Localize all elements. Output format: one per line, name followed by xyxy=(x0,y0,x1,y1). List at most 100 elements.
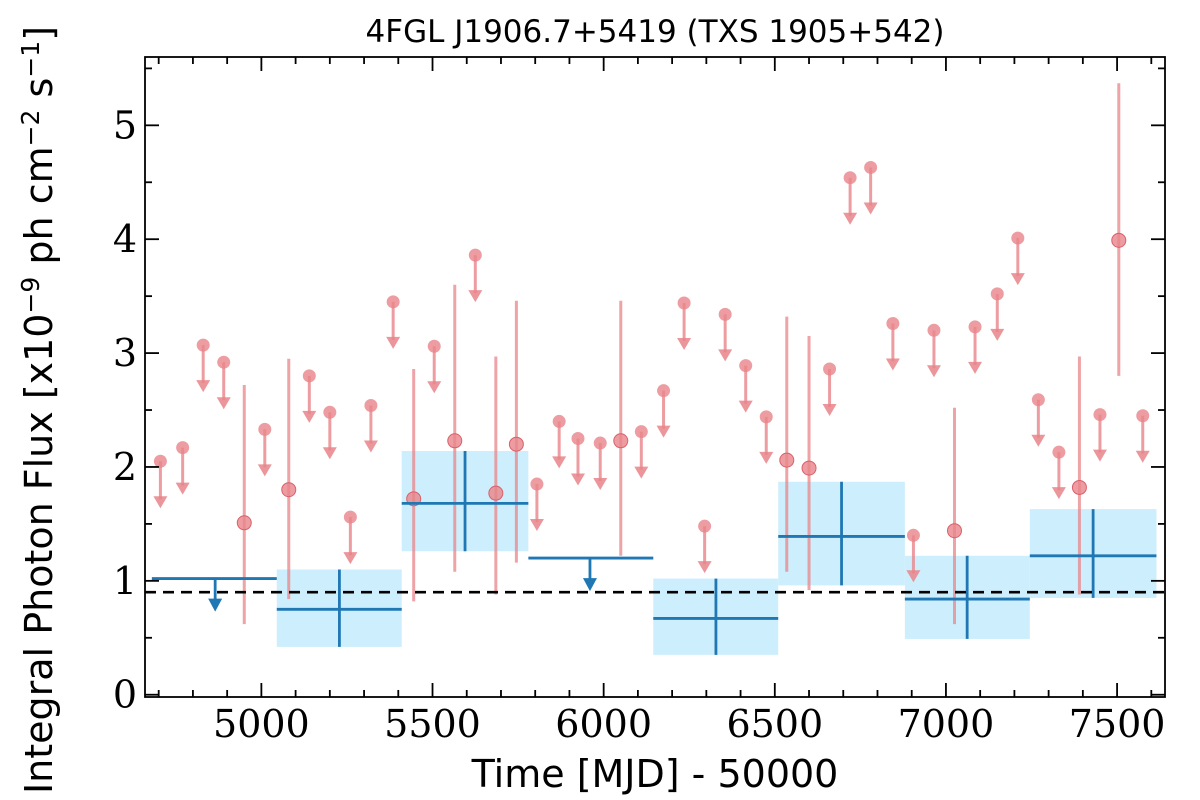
y-tick-label: 4 xyxy=(113,217,137,261)
chart-title: 4FGL J1906.7+5419 (TXS 1905+542) xyxy=(366,14,945,50)
fine-upper-limit-arrow xyxy=(990,328,1005,341)
fine-upper-limit-arrow xyxy=(677,337,692,350)
y-axis-title: Integral Photon Flux [x10−9 ph cm−2 s−1] xyxy=(16,26,61,794)
y-axis-title-units: ph cm xyxy=(17,146,61,276)
x-axis-title: Time [MJD] - 50000 xyxy=(471,752,839,796)
fine-detection-point xyxy=(1111,232,1127,248)
y-axis-title-units2: s xyxy=(17,78,61,110)
fine-upper-limit-point xyxy=(386,295,400,309)
fine-upper-limit-arrow xyxy=(552,456,567,469)
fine-upper-limit-arrow xyxy=(216,397,231,410)
fine-upper-limit-point xyxy=(1052,445,1066,459)
fine-upper-limit-arrow xyxy=(759,451,774,464)
fine-upper-limit-arrow xyxy=(593,478,608,491)
fine-detection-point xyxy=(236,515,252,531)
fine-upper-limit-point xyxy=(864,160,878,174)
fine-upper-limit-point xyxy=(677,296,691,310)
fine-upper-limit-arrow xyxy=(926,365,941,378)
fine-upper-limit-point xyxy=(1011,231,1025,245)
x-tick-label: 6000 xyxy=(555,702,652,746)
fine-upper-limit-point xyxy=(571,431,585,445)
fine-upper-limit-arrow xyxy=(656,425,671,438)
fine-upper-limit-arrow xyxy=(153,496,168,509)
fine-upper-limit-point xyxy=(990,287,1004,301)
fine-upper-limit-arrow xyxy=(529,519,544,532)
fine-upper-limit-point xyxy=(427,339,441,353)
plot-frame xyxy=(144,56,1166,698)
fine-detection-point xyxy=(1071,479,1087,495)
fine-detection-point xyxy=(447,433,463,449)
fine-detection-point xyxy=(508,436,524,452)
fine-upper-limit-point xyxy=(718,307,732,321)
coarse-upper-limit-arrow xyxy=(582,578,597,592)
fine-upper-limit-point xyxy=(468,248,482,262)
fine-detection-point xyxy=(946,523,962,539)
fine-upper-limit-point xyxy=(634,425,648,439)
axis-ticks xyxy=(145,57,1165,697)
fine-detection-point xyxy=(488,485,504,501)
fine-upper-limit-arrow xyxy=(738,400,753,413)
fine-upper-limit-arrow xyxy=(1010,273,1025,286)
fine-upper-limit-point xyxy=(153,454,167,468)
fine-upper-limit-arrow xyxy=(302,410,317,423)
coarse-upper-limit-arrow xyxy=(208,598,223,612)
fine-upper-limit-arrow xyxy=(885,358,900,371)
fine-upper-limit-point xyxy=(657,384,671,398)
fine-upper-limit-point xyxy=(823,362,837,376)
fine-detection-point xyxy=(779,452,795,468)
fine-upper-limit-arrow xyxy=(1092,449,1107,462)
fine-upper-limit-arrow xyxy=(718,349,733,362)
fine-upper-limit-arrow xyxy=(386,336,401,349)
fine-upper-limit-point xyxy=(343,510,357,524)
fine-bin-points xyxy=(153,83,1150,625)
fine-upper-limit-arrow xyxy=(343,552,358,565)
fine-detection-point xyxy=(801,460,817,476)
x-tick-label: 7000 xyxy=(898,702,995,746)
y-axis-title-main: Integral Photon Flux [x10 xyxy=(17,314,61,795)
fine-upper-limit-point xyxy=(927,323,941,337)
fine-upper-limit-point xyxy=(196,338,210,352)
fine-upper-limit-point xyxy=(176,441,190,455)
x-tick-label: 6500 xyxy=(726,702,823,746)
y-tick-label: 0 xyxy=(113,673,137,717)
fine-upper-limit-point xyxy=(698,519,712,533)
fine-upper-limit-arrow xyxy=(863,202,878,215)
y-axis-title-exp2: −2 xyxy=(16,110,45,147)
fine-upper-limit-arrow xyxy=(363,440,378,453)
fine-upper-limit-arrow xyxy=(822,404,837,417)
fine-upper-limit-arrow xyxy=(1031,434,1046,447)
fine-upper-limit-point xyxy=(530,477,544,491)
y-tick-label: 1 xyxy=(113,559,137,603)
fine-upper-limit-point xyxy=(759,410,773,424)
fine-upper-limit-arrow xyxy=(257,464,272,477)
fine-upper-limit-point xyxy=(258,422,272,436)
fine-upper-limit-point xyxy=(323,405,337,419)
fine-upper-limit-point xyxy=(1136,409,1150,423)
axis-tick-labels: 5000 5500 6000 6500 7000 7500 0 1 2 3 4 5 xyxy=(113,103,1166,746)
fine-upper-limit-arrow xyxy=(1135,450,1150,463)
fine-upper-limit-point xyxy=(886,316,900,330)
fine-upper-limit-arrow xyxy=(196,380,211,393)
fine-upper-limit-arrow xyxy=(1051,487,1066,500)
fine-upper-limit-point xyxy=(552,414,566,428)
fine-upper-limit-point xyxy=(217,355,231,369)
fine-upper-limit-arrow xyxy=(697,561,712,574)
fine-upper-limit-point xyxy=(1093,408,1107,422)
fine-upper-limit-point xyxy=(593,436,607,450)
fine-upper-limit-arrow xyxy=(427,381,442,394)
y-axis-title-exp3: −1 xyxy=(16,41,45,78)
x-tick-label: 5000 xyxy=(213,702,310,746)
fine-upper-limit-arrow xyxy=(843,212,858,225)
fine-upper-limit-point xyxy=(968,320,982,334)
y-tick-label: 5 xyxy=(113,103,137,147)
fine-detection-point xyxy=(613,433,629,449)
y-tick-label: 3 xyxy=(113,331,137,375)
fine-upper-limit-arrow xyxy=(968,361,983,374)
fine-upper-limit-arrow xyxy=(634,466,649,479)
y-tick-label: 2 xyxy=(113,445,137,489)
y-axis-title-end: ] xyxy=(17,26,61,41)
fine-upper-limit-point xyxy=(906,528,920,542)
fine-upper-limit-point xyxy=(1031,393,1045,407)
fine-detection-point xyxy=(281,482,297,498)
fine-upper-limit-point xyxy=(843,171,857,185)
